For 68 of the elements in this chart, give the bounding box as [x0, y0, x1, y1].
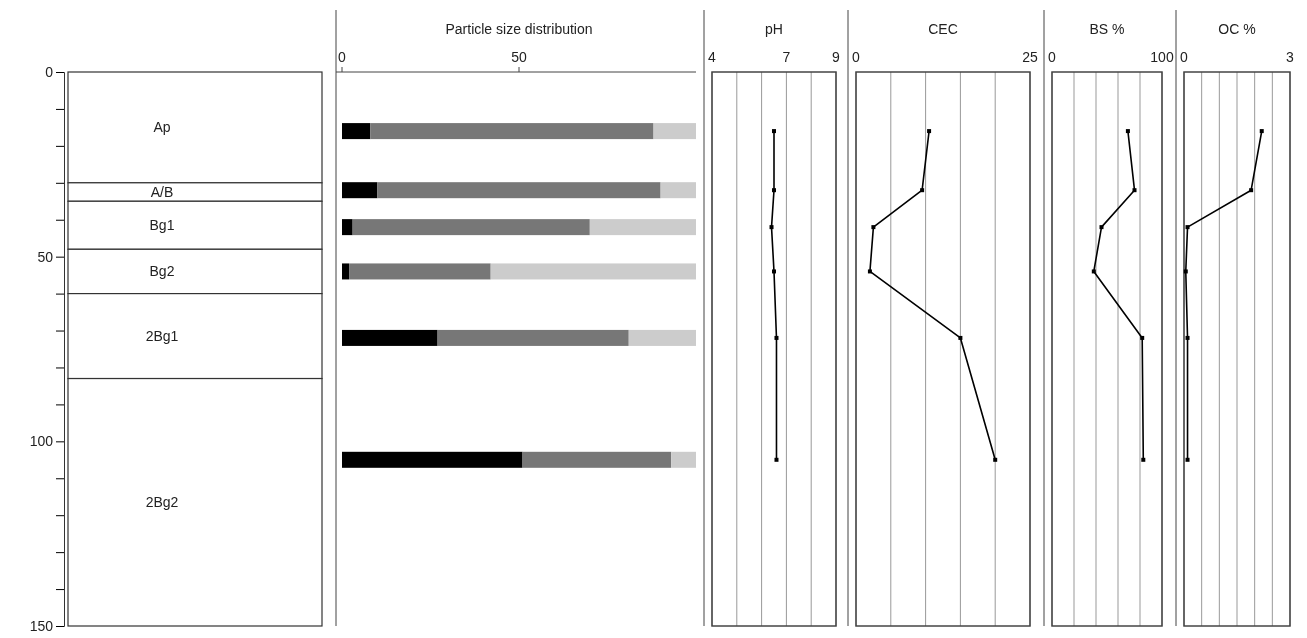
- bar: [490, 263, 696, 280]
- bar: [342, 219, 353, 236]
- series-label: A/B: [150, 184, 174, 201]
- series-label: Ap: [153, 119, 171, 136]
- point: [927, 129, 932, 134]
- chart-title: OC %: [1218, 21, 1256, 37]
- point: [1140, 335, 1145, 340]
- point: [1132, 188, 1137, 193]
- point: [1099, 225, 1104, 230]
- point: [1141, 457, 1146, 462]
- series-label: 2Bg1: [145, 328, 179, 345]
- chart-title: BS %: [1089, 21, 1125, 37]
- chart-title: CEC: [928, 21, 958, 37]
- x-tick-label: 50: [511, 49, 527, 65]
- bar: [352, 219, 590, 236]
- bar: [370, 123, 654, 140]
- point: [772, 269, 776, 274]
- bar: [349, 263, 491, 280]
- point: [958, 335, 963, 340]
- x-tick-label: 100: [1150, 49, 1174, 65]
- point: [1091, 269, 1096, 274]
- bar: [377, 182, 661, 199]
- bar: [342, 123, 371, 140]
- point: [769, 225, 774, 230]
- chart-title: pH: [765, 21, 783, 37]
- x-tick-label: 9: [832, 49, 841, 65]
- point: [774, 335, 779, 340]
- bar: [589, 219, 696, 236]
- point: [1125, 129, 1130, 134]
- point: [774, 457, 779, 462]
- x-tick-label: 25: [1022, 49, 1038, 65]
- series-label: Bg1: [149, 217, 175, 234]
- bar: [342, 451, 523, 468]
- point: [1185, 335, 1190, 340]
- bar: [437, 329, 629, 346]
- x-tick-label: 0: [1180, 49, 1189, 65]
- x-tick-label: 3: [1286, 49, 1295, 65]
- bar: [653, 123, 696, 140]
- y-tick-label: 0: [45, 63, 54, 80]
- bar: [522, 451, 672, 468]
- point: [772, 129, 776, 134]
- bar: [660, 182, 696, 199]
- point: [1249, 188, 1254, 193]
- chart-title: Particle size distribution: [445, 21, 593, 37]
- point: [1259, 129, 1264, 134]
- bar: [628, 329, 696, 346]
- point: [920, 188, 925, 193]
- point: [871, 225, 876, 230]
- x-tick-label: 4: [708, 49, 717, 65]
- point: [1185, 457, 1190, 462]
- x-tick-label: 0: [338, 49, 347, 65]
- series-label: 2Bg2: [145, 494, 179, 511]
- y-tick-label: 150: [29, 617, 54, 634]
- x-tick-label: 0: [1048, 49, 1057, 65]
- point: [1185, 225, 1190, 230]
- y-tick-label: 100: [29, 433, 54, 450]
- bar: [342, 329, 438, 346]
- bar: [342, 182, 378, 199]
- x-tick-label: 7: [782, 49, 791, 65]
- point: [1183, 269, 1188, 274]
- bar: [342, 263, 350, 280]
- x-tick-label: 0: [852, 49, 861, 65]
- y-tick-label: 50: [37, 248, 54, 265]
- bar: [671, 451, 696, 468]
- series-label: Bg2: [149, 263, 175, 280]
- point: [993, 457, 998, 462]
- point: [867, 269, 872, 274]
- point: [772, 188, 776, 193]
